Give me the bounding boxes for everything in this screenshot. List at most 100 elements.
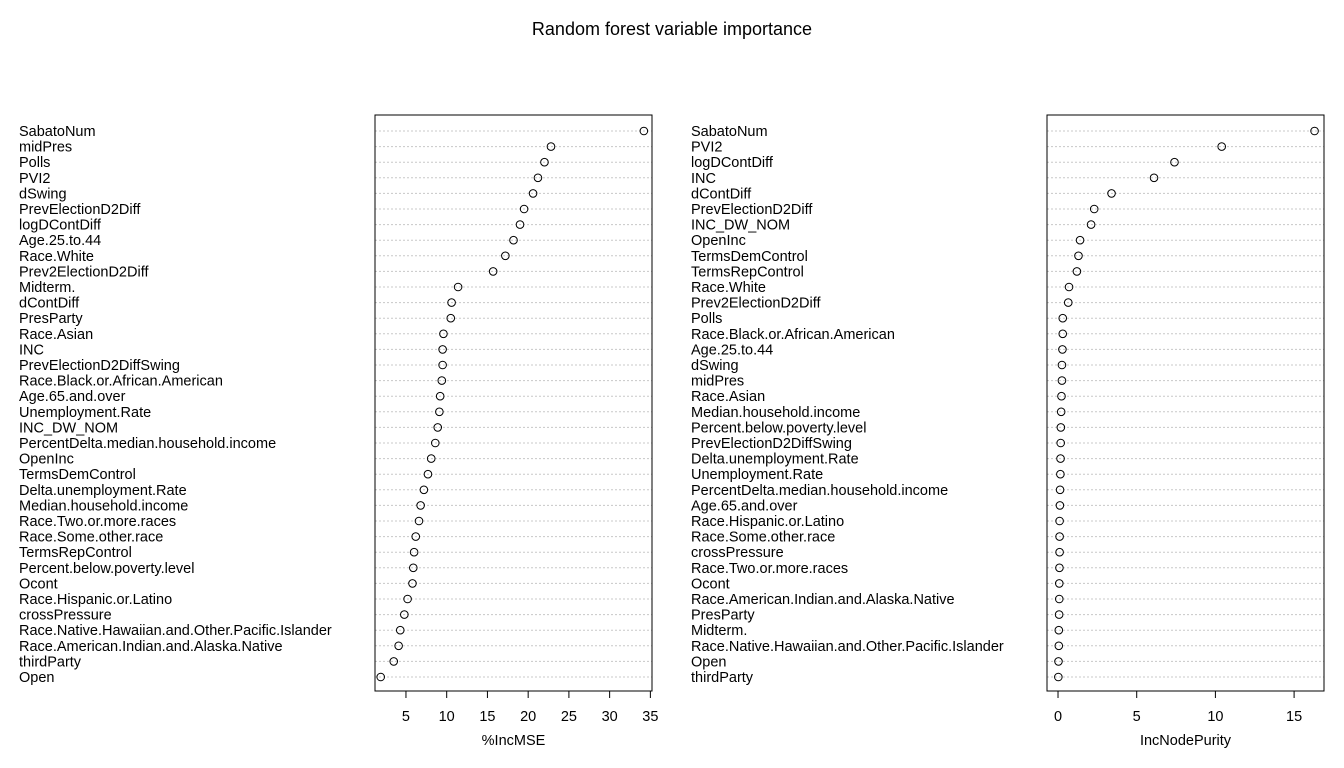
data-point	[1217, 142, 1226, 151]
variable-label: Race.Hispanic.or.Latino	[19, 592, 172, 608]
x-tick-label: 0	[1054, 709, 1062, 725]
variable-label: Open	[19, 670, 54, 686]
data-point	[1054, 610, 1064, 619]
variable-label: dContDiff	[691, 186, 752, 202]
variable-label: Prev2ElectionD2Diff	[691, 296, 821, 312]
data-point	[528, 189, 538, 198]
data-point	[1149, 173, 1159, 183]
data-point	[1072, 267, 1082, 276]
variable-label: Midterm.	[19, 280, 75, 296]
variable-label: INC	[19, 342, 44, 358]
data-point	[1057, 391, 1066, 401]
variable-label: Age.65.and.over	[691, 498, 798, 514]
data-point	[409, 547, 419, 557]
data-point	[1089, 204, 1099, 214]
data-point	[509, 235, 518, 245]
data-point	[395, 625, 405, 635]
data-point	[1055, 563, 1064, 573]
variable-label: dSwing	[691, 358, 739, 374]
data-point	[639, 126, 649, 136]
data-point	[430, 438, 440, 448]
data-point	[1074, 251, 1083, 261]
x-tick-label: 10	[439, 709, 455, 725]
variable-label: midPres	[19, 140, 72, 156]
x-tick-label: 30	[602, 709, 618, 725]
data-point	[394, 641, 403, 651]
data-point	[400, 610, 409, 619]
data-point	[1055, 547, 1064, 557]
variable-label: Percent.below.poverty.level	[19, 561, 194, 577]
variable-label: Polls	[691, 311, 722, 327]
variable-label: PrevElectionD2DiffSwing	[19, 358, 180, 374]
variable-label: Ocont	[691, 576, 730, 592]
data-point	[546, 142, 556, 151]
data-point	[1058, 345, 1067, 354]
variable-label: Open	[691, 654, 726, 670]
data-point	[1075, 235, 1085, 245]
data-point	[519, 204, 529, 214]
variable-label: Race.Black.or.African.American	[19, 374, 223, 390]
variable-label: crossPressure	[19, 608, 112, 624]
x-tick-label: 25	[561, 709, 577, 725]
variable-label: Prev2ElectionD2Diff	[19, 264, 149, 280]
data-point	[408, 579, 417, 588]
variable-label: Delta.unemployment.Rate	[19, 483, 187, 499]
variable-label: Race.Asian	[691, 389, 765, 405]
variable-label: SabatoNum	[691, 124, 768, 140]
data-point	[419, 485, 429, 495]
plot-frame	[374, 114, 653, 692]
data-point	[1055, 485, 1065, 495]
x-tick-label: 20	[520, 709, 536, 725]
data-point	[438, 345, 447, 354]
variable-label: thirdParty	[19, 654, 82, 670]
variable-label: dContDiff	[19, 296, 80, 312]
data-point	[1054, 672, 1063, 682]
variable-label: Delta.unemployment.Rate	[691, 452, 859, 468]
data-point	[439, 329, 448, 339]
variable-label: Unemployment.Rate	[19, 405, 151, 421]
data-point	[426, 454, 436, 463]
data-point	[414, 516, 424, 526]
data-point	[1054, 594, 1064, 604]
variable-label: Percent.below.poverty.level	[691, 420, 866, 436]
variable-label: thirdParty	[691, 670, 754, 686]
x-tick-label: 5	[1133, 709, 1141, 725]
variable-label: PresParty	[691, 608, 755, 624]
data-point	[435, 407, 444, 417]
data-point	[1055, 501, 1065, 510]
variable-label: PercentDelta.median.household.income	[691, 483, 948, 499]
data-point	[1056, 407, 1066, 417]
data-point	[1063, 298, 1073, 307]
variable-label: TermsDemControl	[19, 467, 136, 483]
variable-label: PVI2	[19, 171, 50, 187]
variable-label: Midterm.	[691, 623, 747, 639]
variable-label: Race.Some.other.race	[19, 530, 163, 546]
x-tick-label: 15	[479, 709, 495, 725]
variable-label: Unemployment.Rate	[691, 467, 823, 483]
data-point	[446, 313, 456, 323]
variable-label: INC_DW_NOM	[691, 218, 790, 234]
variable-label: PercentDelta.median.household.income	[19, 436, 276, 452]
variable-label: TermsDemControl	[691, 249, 808, 265]
variable-label: logDContDiff	[691, 155, 774, 171]
data-point	[1054, 625, 1064, 635]
variable-label: OpenInc	[19, 452, 74, 468]
data-point	[1054, 579, 1064, 588]
data-point	[501, 251, 510, 261]
data-point	[488, 267, 498, 276]
data-point	[447, 298, 456, 307]
data-point	[1054, 657, 1063, 666]
panels: SabatoNummidPresPollsPVI2dSwingPrevElect…	[19, 114, 1325, 749]
data-point	[423, 469, 433, 479]
variable-label: SabatoNum	[19, 124, 96, 140]
panel-1: SabatoNummidPresPollsPVI2dSwingPrevElect…	[19, 114, 658, 749]
variable-label: Race.Black.or.African.American	[691, 327, 895, 343]
variable-label: PresParty	[19, 311, 83, 327]
data-point	[376, 672, 386, 682]
variable-label: logDContDiff	[19, 218, 102, 234]
variable-label: Race.American.Indian.and.Alaska.Native	[19, 639, 283, 655]
data-point	[1107, 189, 1116, 198]
data-point	[515, 220, 525, 229]
chart-title: Random forest variable importance	[532, 19, 812, 39]
